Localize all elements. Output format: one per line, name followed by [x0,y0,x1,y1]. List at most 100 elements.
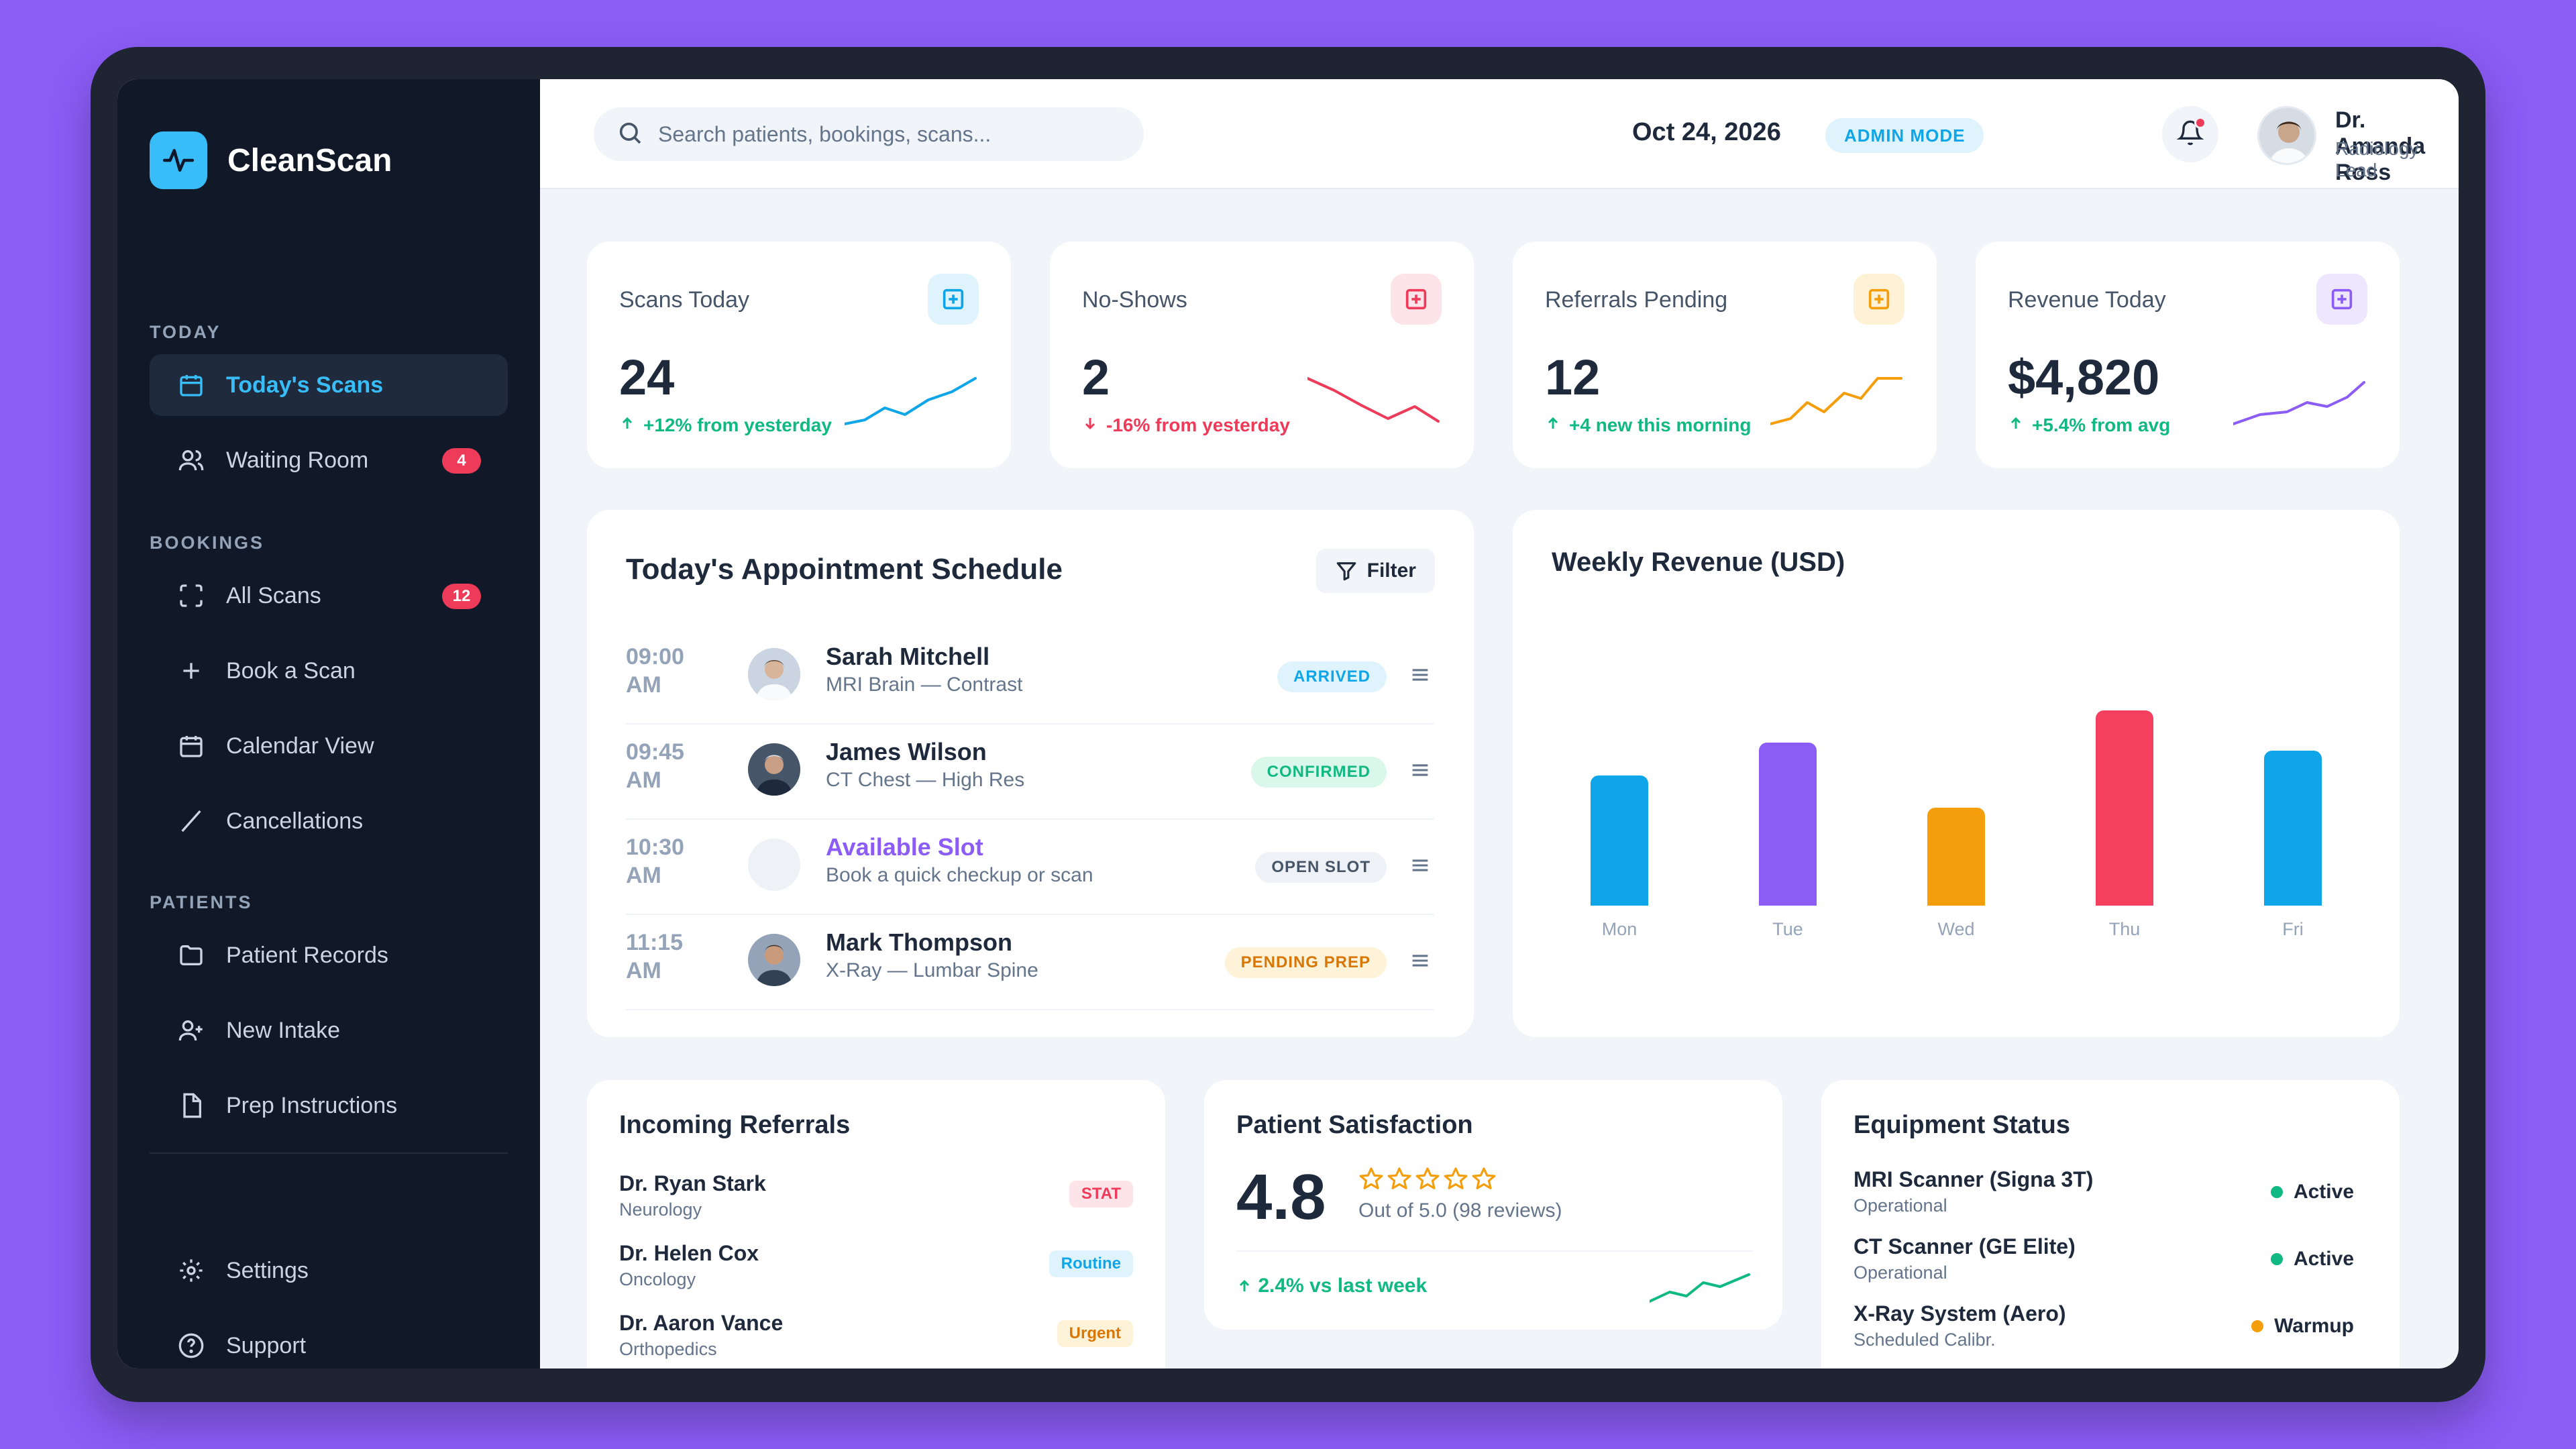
patient-avatar [748,648,800,700]
sidebar-item-waiting-room[interactable]: Waiting Room 4 [150,429,508,491]
arrow-up-icon [2008,415,2024,436]
sparkline-chart [2233,381,2365,425]
status-dot [2270,1186,2283,1198]
sidebar-item-patient-records[interactable]: Patient Records [150,924,508,986]
patient-avatar [748,934,800,986]
bar-thu[interactable] [2096,710,2153,906]
equipment-status-label: Active [2293,1248,2354,1270]
equipment-name[interactable]: MRI Scanner (Signa 3T) [1854,1167,2094,1191]
search-input[interactable] [658,121,1128,147]
star-icon [1387,1166,1412,1195]
scan-type: MRI Brain — Contrast [826,674,1023,696]
stat-trend: +4 new this morning [1545,415,1751,436]
row-menu-button[interactable] [1407,949,1434,975]
stat-label: No-Shows [1082,287,1187,313]
stat-card-scans-today[interactable]: Scans Today 24 +12% from yesterday [587,241,1011,468]
sidebar-item-label: Book a Scan [226,657,356,684]
bar-label-fri: Fri [2282,919,2304,939]
stat-value: 12 [1545,350,1601,405]
equipment-condition: Operational [1854,1263,1947,1283]
row-menu-button[interactable] [1407,663,1434,690]
stat-trend: +5.4% from avg [2008,415,2170,436]
bar-label-mon: Mon [1601,919,1638,939]
patient-name: James Wilson [826,738,987,765]
row-menu-button[interactable] [1407,853,1434,880]
sidebar-item-calendar-view[interactable]: Calendar View [150,715,508,777]
notifications-button[interactable] [2162,106,2218,162]
sidebar-item-label: Support [226,1332,307,1358]
stat-trend-text: +4 new this morning [1569,415,1752,435]
bar-tue[interactable] [1759,743,1817,906]
all-scans-count-badge: 12 [442,584,481,609]
priority-badge: STAT [1069,1181,1133,1208]
file-icon [176,1091,206,1120]
appointment-row-open-slot[interactable]: 10:30 AM Available Slot Book a quick che… [626,820,1434,915]
arrow-down-icon [1082,415,1098,436]
sidebar-item-prep-instructions[interactable]: Prep Instructions [150,1075,508,1136]
equipment-status: Active [2270,1181,2354,1203]
user-avatar[interactable] [2257,106,2316,165]
appointment-time: 09:45 AM [626,739,684,793]
row-menu-button[interactable] [1407,758,1434,785]
stat-card-revenue-today[interactable]: Revenue Today $4,820 +5.4% from avg [1976,241,2400,468]
satisfaction-score: 4.8 [1236,1161,1326,1233]
equipment-condition: Scheduled Calibr. [1854,1330,1996,1350]
sidebar-item-label: All Scans [226,582,321,608]
bar-label-thu: Thu [2108,919,2141,939]
user-plus-icon [176,1016,206,1045]
patient-avatar [748,743,800,796]
stat-trend-text: -16% from yesterday [1106,415,1290,435]
referrer-name[interactable]: Dr. Helen Cox [619,1241,759,1265]
referrer-specialty: Neurology [619,1199,702,1220]
sidebar-item-support[interactable]: Support [150,1315,508,1368]
search-bar[interactable] [594,107,1144,161]
bar-wed[interactable] [1927,808,1985,906]
sidebar-item-label: Settings [226,1257,309,1283]
sidebar-item-settings[interactable]: Settings [150,1240,508,1301]
sidebar-item-label: Today's Scans [226,372,384,398]
star-icon [1415,1166,1440,1195]
gear-icon [176,1256,206,1285]
sidebar-item-label: Cancellations [226,808,364,834]
stat-value: 24 [619,350,675,405]
appointment-time: 10:30 AM [626,835,684,888]
scan-plus-icon [2316,274,2367,325]
calendar-icon [176,370,206,400]
chart-title: Weekly Revenue (USD) [1552,547,1845,577]
stat-trend: -16% from yesterday [1082,415,1290,436]
sparkline-chart [1307,377,1440,423]
admin-mode-badge[interactable]: ADMIN MODE [1825,118,1984,153]
sidebar-item-label: Patient Records [226,942,388,968]
app-logo[interactable]: CleanScan [150,131,392,189]
pulse-icon [150,131,207,189]
referrer-name[interactable]: Dr. Aaron Vance [619,1311,784,1335]
arrow-up-icon [1236,1275,1252,1297]
stat-card-referrals-pending[interactable]: Referrals Pending 12 +4 new this morning [1513,241,1937,468]
appointment-time: 11:15 AM [626,930,684,983]
referrer-specialty: Orthopedics [619,1339,717,1359]
equipment-name[interactable]: CT Scanner (GE Elite) [1854,1234,2076,1258]
sidebar-item-all-scans[interactable]: All Scans 12 [150,565,508,627]
star-rating [1358,1166,1497,1195]
satisfaction-title: Patient Satisfaction [1236,1111,1473,1139]
referrer-name[interactable]: Dr. Ryan Stark [619,1171,766,1195]
sidebar-item-new-intake[interactable]: New Intake [150,1000,508,1061]
nav-section-patients: PATIENTS [150,892,253,912]
bar-mon[interactable] [1591,775,1648,906]
satisfaction-trend-text: 2.4% vs last week [1258,1275,1428,1297]
sidebar-item-todays-scans[interactable]: Today's Scans [150,354,508,416]
stat-trend-text: +5.4% from avg [2032,415,2171,435]
search-icon [616,119,643,150]
scan-plus-icon [1854,274,1904,325]
appointment-row[interactable]: 09:45 AM James Wilson CT Chest — High Re… [626,724,1434,820]
bar-fri[interactable] [2264,751,2322,906]
appointment-row[interactable]: 11:15 AM Mark Thompson X-Ray — Lumbar Sp… [626,915,1434,1010]
appointment-row[interactable]: 09:00 AM Sarah Mitchell MRI Brain — Cont… [626,629,1434,724]
sidebar-item-book-a-scan[interactable]: Book a Scan [150,640,508,702]
priority-badge: Urgent [1057,1320,1133,1347]
stat-card-no-shows[interactable]: No-Shows 2 -16% from yesterday [1050,241,1474,468]
sidebar-item-cancellations[interactable]: Cancellations [150,790,508,852]
equipment-name[interactable]: X-Ray System (Aero) [1854,1301,2066,1326]
scan-type: CT Chest — High Res [826,769,1025,791]
filter-button[interactable]: Filter [1316,549,1435,593]
